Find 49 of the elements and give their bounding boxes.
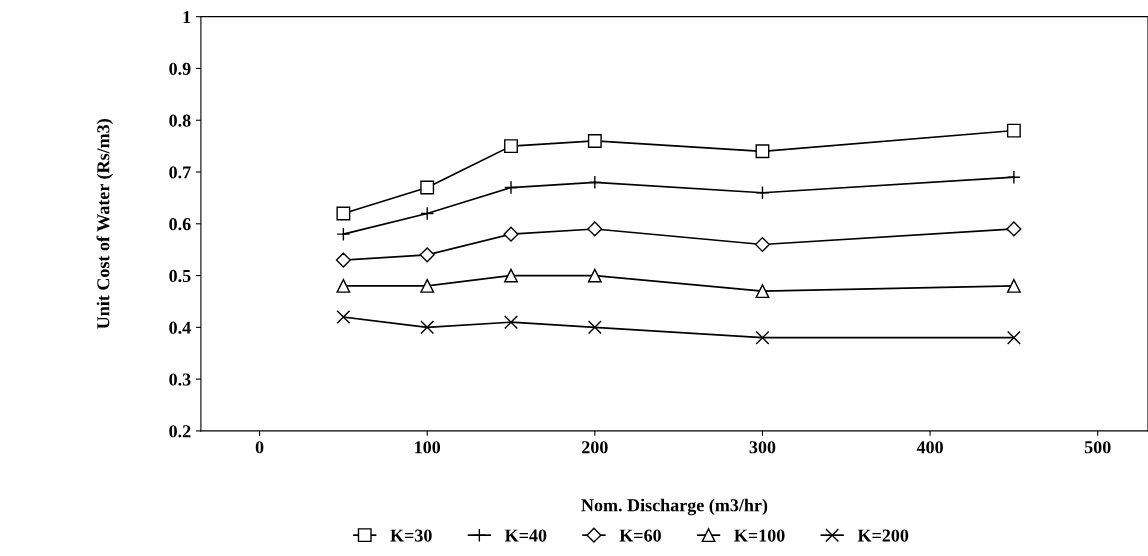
point — [587, 320, 602, 335]
point — [336, 310, 351, 324]
y-tick-label: 0.7 — [169, 166, 191, 179]
point — [504, 139, 518, 154]
point — [755, 330, 770, 345]
point — [587, 134, 602, 148]
point — [336, 206, 351, 221]
legend-label: K=200 — [857, 529, 909, 542]
x-tick-label: 400 — [916, 441, 943, 454]
point — [504, 268, 518, 283]
x-tick-label: 200 — [582, 441, 608, 454]
legend-label: K=60 — [619, 529, 661, 542]
point — [504, 315, 518, 330]
y-tick-label: 0.6 — [169, 218, 191, 231]
y-tick-label: 0.2 — [169, 425, 191, 438]
y-tick-label: 0.8 — [169, 114, 191, 127]
y-tick-label: 1 — [183, 11, 191, 23]
point — [419, 247, 435, 263]
point — [1006, 123, 1021, 138]
point — [336, 278, 351, 293]
x-tick-label: 100 — [415, 441, 441, 454]
point — [420, 206, 435, 221]
point — [755, 284, 770, 299]
x-tick-label: 0 — [255, 441, 264, 454]
y-tick-label: 0.9 — [169, 62, 191, 75]
x-axis-title: Nom. Discharge (m3/hr) — [581, 498, 768, 516]
point — [420, 180, 435, 195]
point — [1006, 221, 1022, 237]
y-tick-label: 0.4 — [169, 321, 191, 334]
point — [587, 268, 602, 283]
point — [587, 221, 603, 237]
point — [336, 227, 351, 242]
y-tick-label: 0.5 — [169, 269, 191, 283]
point — [504, 180, 518, 195]
point — [503, 226, 519, 242]
point — [420, 278, 435, 293]
point — [754, 236, 771, 253]
legend-label: K=40 — [504, 529, 547, 542]
x-tick-label: 300 — [749, 441, 776, 454]
legend-label: K=30 — [390, 529, 432, 542]
x-tick-label: 500 — [1084, 441, 1111, 454]
point — [1006, 278, 1021, 293]
point — [1006, 330, 1021, 345]
legend-label: K=100 — [734, 529, 785, 542]
point — [420, 320, 435, 335]
point — [755, 144, 770, 159]
y-axis-title: Unit Cost of Water (Rs/m3) — [96, 119, 114, 329]
point — [335, 252, 351, 268]
y-tick-label: 0.3 — [169, 373, 191, 386]
